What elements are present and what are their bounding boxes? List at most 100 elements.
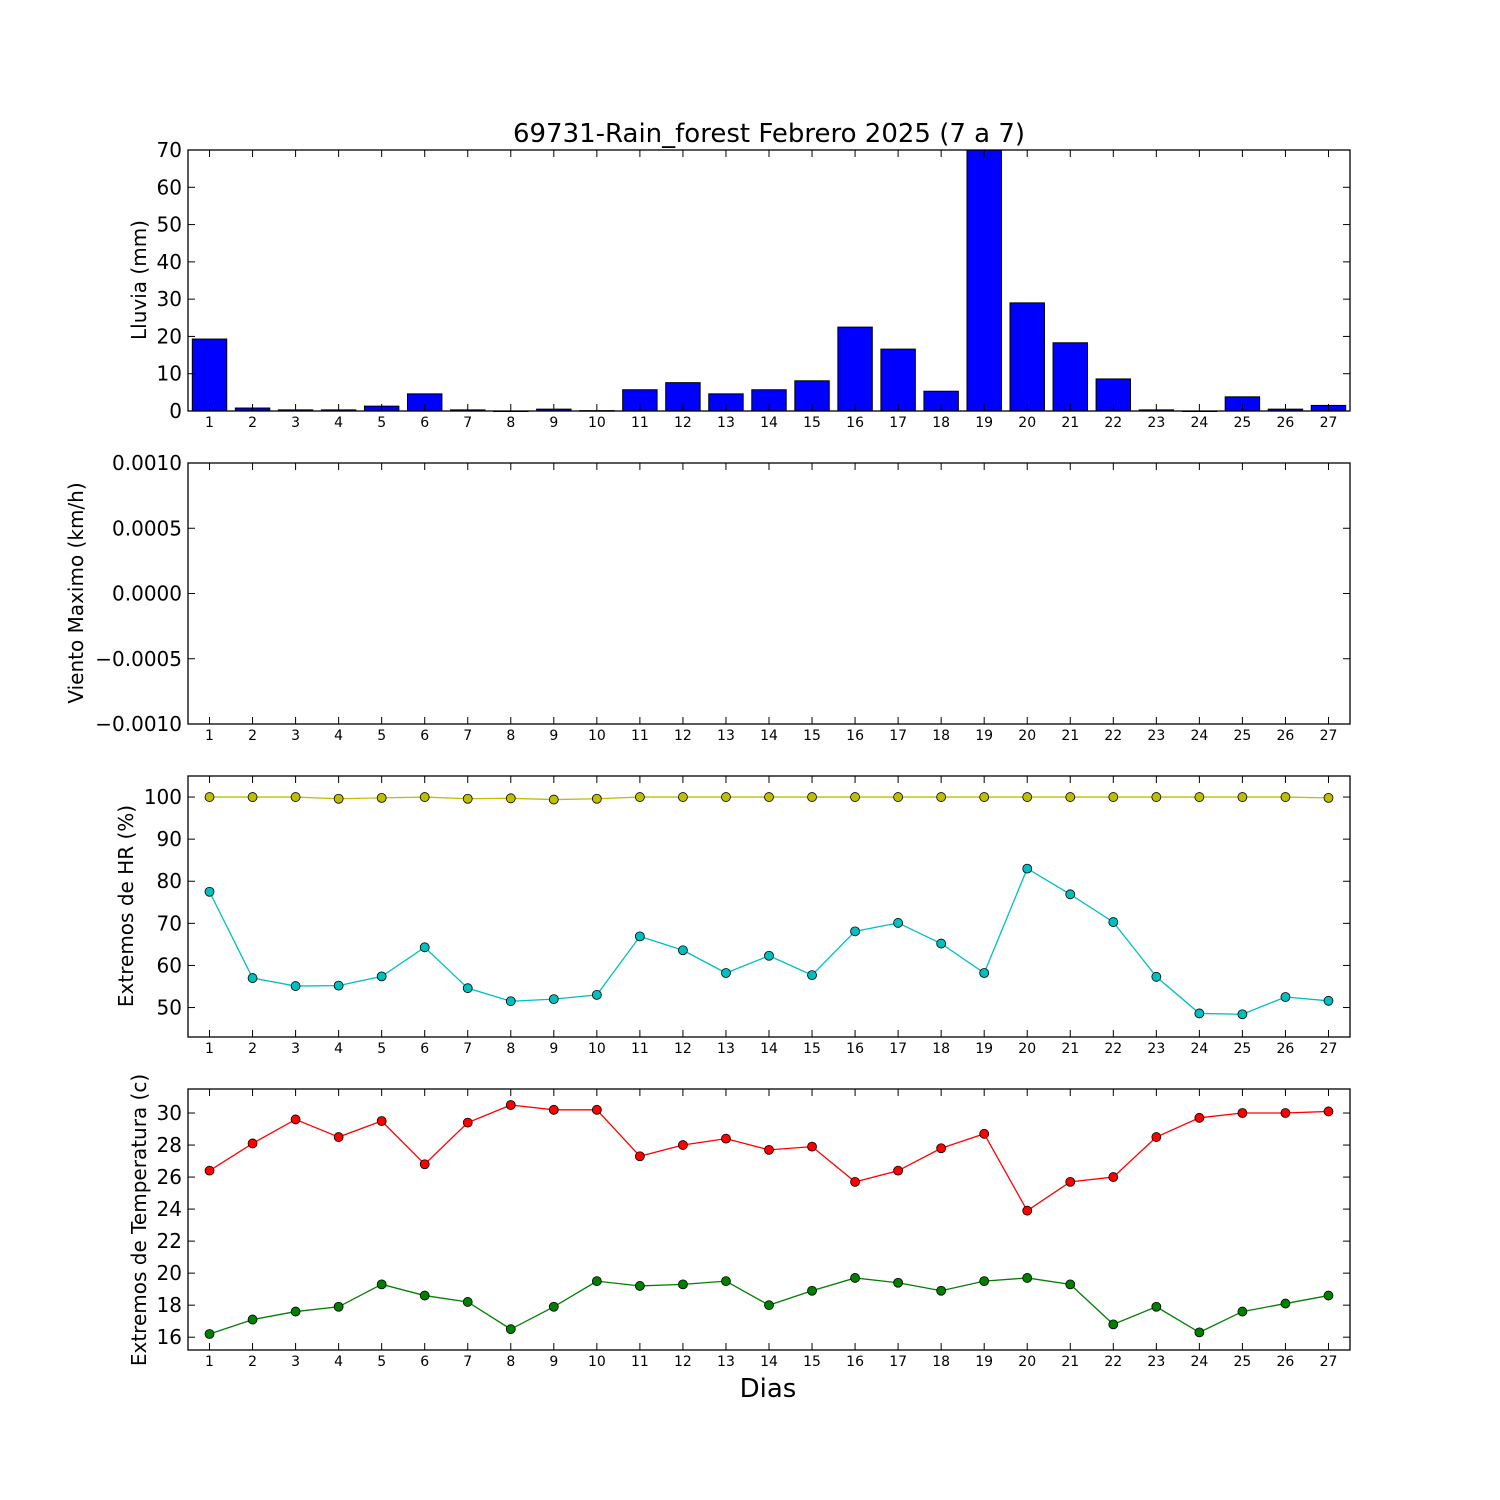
- humidity-xtick-label: 7: [463, 1041, 472, 1057]
- rainfall-xtick-label: 7: [463, 415, 472, 431]
- humidity-series-1-point: [376, 792, 387, 803]
- temperature-xtick-label: 26: [1277, 1354, 1295, 1370]
- rainfall-bar: [1009, 302, 1045, 412]
- humidity-xtick-label: 24: [1190, 1041, 1208, 1057]
- temperature-xtick-label: 21: [1061, 1354, 1079, 1370]
- humidity-xtick-label: 27: [1320, 1041, 1338, 1057]
- temperature-xtick-label: 18: [932, 1354, 950, 1370]
- humidity-series-2-point: [979, 968, 990, 978]
- wind-xtick-label: 26: [1277, 728, 1295, 744]
- rainfall-xtick-label: 23: [1147, 415, 1165, 431]
- temperature-xtick-label: 22: [1104, 1354, 1122, 1370]
- temperature-xtick-label: 8: [506, 1354, 515, 1370]
- temperature-xtick-label: 15: [803, 1354, 821, 1370]
- humidity-series-2-point: [678, 945, 688, 956]
- rainfall-xtick-label: 22: [1104, 415, 1122, 431]
- temperature-series-2-point: [419, 1290, 430, 1301]
- humidity-xtick-label: 12: [674, 1041, 692, 1057]
- rainfall-xtick-label: 14: [760, 415, 778, 431]
- temperature-ytick-label: 28: [157, 1133, 182, 1157]
- rainfall-xtick-label: 9: [549, 415, 558, 431]
- temperature-xtick-label: 17: [889, 1354, 907, 1370]
- temperature-series-2-point: [764, 1300, 774, 1311]
- temperature-series-2-point: [1065, 1279, 1076, 1290]
- temperature-series-1-point: [1065, 1176, 1076, 1187]
- rainfall-xtick-label: 3: [291, 415, 300, 431]
- temperature-series-2-point: [204, 1329, 215, 1339]
- humidity-series-1-point: [936, 792, 947, 802]
- humidity-series-1-point: [678, 792, 688, 802]
- temperature-xtick-label: 25: [1233, 1354, 1251, 1370]
- wind-xtick-label: 3: [291, 728, 300, 744]
- humidity-series-2-point: [634, 931, 645, 942]
- humidity-series-2-line: [208, 867, 1329, 1015]
- wind-ytick-label: 0.0005: [112, 516, 182, 540]
- humidity-xtick-label: 4: [334, 1041, 343, 1057]
- humidity-series-2-point: [1323, 995, 1334, 1006]
- humidity-series-2-point: [1237, 1009, 1248, 1020]
- temperature-series-2-point: [376, 1279, 387, 1290]
- wind-xtick-label: 6: [420, 728, 429, 744]
- humidity-series-1-point: [204, 792, 215, 802]
- temperature-series-2-point: [290, 1306, 301, 1317]
- temperature-xtick-label: 9: [549, 1354, 558, 1370]
- wind-xtick-label: 14: [760, 728, 778, 744]
- temperature-xtick-label: 3: [291, 1354, 300, 1370]
- rainfall-y-axis-label: Lluvia (mm): [127, 220, 151, 340]
- temperature-series-2-point: [462, 1297, 473, 1307]
- temperature-series-2-point: [634, 1281, 645, 1291]
- humidity-series-2-point: [1151, 971, 1162, 982]
- rainfall-ytick-label: 20: [157, 324, 182, 348]
- chart-title: 69731-Rain_forest Febrero 2025 (7 a 7): [513, 119, 1025, 149]
- rainfall-bar: [1052, 342, 1088, 412]
- humidity-series-2-point: [591, 990, 602, 1000]
- temperature-series-1-point: [979, 1128, 990, 1139]
- rainfall-xtick-label: 12: [674, 415, 692, 431]
- temperature-series-1-point: [462, 1117, 473, 1128]
- wind-xtick-label: 1: [205, 728, 214, 744]
- humidity-xtick-label: 15: [803, 1041, 821, 1057]
- temperature-series-1-point: [204, 1165, 215, 1176]
- wind-xtick-label: 18: [932, 728, 950, 744]
- temperature-series-2-point: [1194, 1327, 1205, 1338]
- humidity-series-2-point: [548, 994, 559, 1005]
- rainfall-xtick-label: 6: [420, 415, 429, 431]
- rainfall-bar: [880, 348, 916, 412]
- temperature-series-1-point: [634, 1151, 645, 1162]
- humidity-series-2-point: [1280, 992, 1291, 1002]
- temperature-xtick-label: 2: [248, 1354, 257, 1370]
- rainfall-xtick-label: 1: [205, 415, 214, 431]
- rainfall-xtick-label: 16: [846, 415, 864, 431]
- temperature-series-2-point: [979, 1276, 990, 1287]
- rainfall-ytick-label: 10: [157, 362, 182, 386]
- humidity-series-2-point: [204, 886, 215, 897]
- temperature-ytick-label: 26: [157, 1165, 182, 1189]
- temperature-xtick-label: 12: [674, 1354, 692, 1370]
- temperature-series-2-point: [1280, 1298, 1291, 1309]
- humidity-xtick-label: 20: [1018, 1041, 1036, 1057]
- rainfall-xtick-label: 15: [803, 415, 821, 431]
- wind-xtick-label: 27: [1320, 728, 1338, 744]
- humidity-xtick-label: 21: [1061, 1041, 1079, 1057]
- temperature-series-2-point: [333, 1301, 344, 1312]
- humidity-series-2-point: [376, 971, 387, 982]
- humidity-series-1-point: [247, 792, 258, 802]
- temperature-xtick-label: 19: [975, 1354, 993, 1370]
- humidity-series-1-point: [548, 794, 559, 805]
- temperature-series-1-point: [678, 1140, 688, 1150]
- humidity-xtick-label: 11: [631, 1041, 649, 1057]
- rainfall-bar: [837, 326, 873, 412]
- humidity-xtick-label: 26: [1277, 1041, 1295, 1057]
- temperature-series-1-point: [1323, 1106, 1334, 1117]
- temperature-xtick-label: 16: [846, 1354, 864, 1370]
- temperature-xtick-label: 7: [463, 1354, 472, 1370]
- rainfall-ytick-label: 40: [157, 250, 182, 274]
- humidity-series-1-point: [290, 792, 301, 802]
- wind-xtick-label: 21: [1061, 728, 1079, 744]
- humidity-series-1-point: [1323, 792, 1334, 803]
